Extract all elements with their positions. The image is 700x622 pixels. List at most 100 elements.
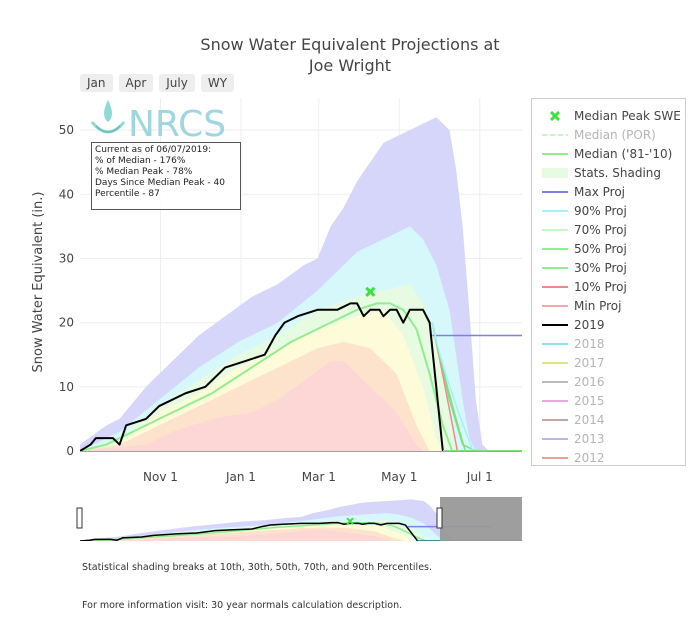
range-slider-right-handle[interactable] — [436, 507, 443, 529]
legend-item[interactable]: 2016 — [532, 373, 687, 392]
legend-swatch — [542, 168, 568, 178]
legend-swatch — [542, 248, 568, 250]
range-button-wy[interactable]: WY — [200, 74, 235, 92]
legend-swatch — [542, 267, 568, 269]
logo-text: NRCS — [128, 104, 226, 145]
legend-label: 2013 — [574, 432, 605, 446]
info-days-since-peak: Days Since Median Peak - 40 — [95, 178, 225, 188]
legend-label: 2015 — [574, 394, 605, 408]
info-current-date: Current as of 06/07/2019: — [95, 145, 212, 155]
legend-label: 2019 — [574, 318, 605, 332]
nrcs-logo: NRCS — [90, 100, 226, 145]
legend-label: Min Proj — [574, 299, 622, 313]
legend-item[interactable]: 2013 — [532, 430, 687, 449]
legend-swatch — [542, 457, 568, 459]
legend-item[interactable]: 2015 — [532, 392, 687, 411]
legend-item[interactable]: 70% Proj — [532, 221, 687, 240]
legend-swatch — [542, 343, 568, 345]
range-slider-left-handle[interactable] — [76, 507, 83, 529]
x-tick-label: Jan 1 — [225, 470, 256, 484]
legend-label: 2017 — [574, 356, 605, 370]
legend-swatch — [549, 111, 561, 121]
info-percentile: Percentile - 87 — [95, 189, 160, 199]
legend-label: 50% Proj — [574, 242, 627, 256]
info-percent-median-peak: % Median Peak - 78% — [95, 167, 193, 177]
legend-swatch — [542, 210, 568, 212]
stat-shading — [80, 117, 490, 451]
legend-label: Max Proj — [574, 185, 625, 199]
y-tick-label: 30 — [59, 251, 74, 265]
projection-strand — [431, 322, 474, 451]
legend-item[interactable]: 2019 — [532, 316, 687, 335]
footnote-shading: Statistical shading breaks at 10th, 30th… — [82, 562, 433, 573]
title-line-1: Snow Water Equivalent Projections at — [200, 35, 500, 54]
mini-min-band — [80, 529, 400, 541]
legend-label: Median ('81-'10) — [574, 147, 673, 161]
range-button-apr[interactable]: Apr — [118, 74, 154, 92]
legend-item[interactable]: 90% Proj — [532, 202, 687, 221]
legend-item[interactable]: Min Proj — [532, 297, 687, 316]
legend-swatch — [542, 305, 568, 307]
legend-label: 10% Proj — [574, 280, 627, 294]
legend-label: 2018 — [574, 337, 605, 351]
x-axis: Nov 1 Jan 1 Mar 1 May 1 Jul 1 — [143, 470, 493, 484]
median-peak-marker — [365, 286, 376, 297]
legend-label: Median Peak SWE — [574, 109, 681, 123]
y-axis-label: Snow Water Equivalent (in.) — [31, 192, 46, 373]
info-percent-median: % of Median - 176% — [95, 156, 186, 166]
legend-label: 90% Proj — [574, 204, 627, 218]
legend-item[interactable]: Median ('81-'10) — [532, 145, 687, 164]
title-line-2: Joe Wright — [308, 56, 392, 75]
legend-label: 70% Proj — [574, 223, 627, 237]
legend-item[interactable]: 2018 — [532, 335, 687, 354]
legend-label: Median (POR) — [574, 128, 656, 142]
legend-swatch — [542, 362, 568, 364]
series-lines — [80, 286, 522, 451]
legend-item[interactable]: 10% Proj — [532, 278, 687, 297]
range-slider-outside-mask — [440, 497, 522, 541]
legend-label: 2014 — [574, 413, 605, 427]
legend-swatch — [542, 438, 568, 440]
x-tick-label: Mar 1 — [302, 470, 336, 484]
legend-item[interactable]: Median Peak SWE — [532, 107, 687, 126]
mini-median-line — [80, 521, 492, 541]
y-tick-label: 20 — [59, 316, 74, 330]
legend: Median Peak SWE Median (POR) Median ('81-'… — [531, 98, 686, 466]
mini-median-peak-marker — [346, 517, 354, 525]
range-button-jan[interactable]: Jan — [80, 74, 113, 92]
legend-swatch — [542, 324, 568, 326]
legend-item[interactable]: Stats. Shading — [532, 164, 687, 183]
median-line — [80, 302, 522, 451]
x-tick-label: Nov 1 — [143, 470, 178, 484]
x-tick-label: May 1 — [381, 470, 417, 484]
legend-item[interactable]: 30% Proj — [532, 259, 687, 278]
y-axis: 0 10 20 30 40 50 — [59, 123, 74, 458]
legend-item[interactable]: 2017 — [532, 354, 687, 373]
legend-label: 2012 — [574, 451, 605, 465]
mini-current-year-line — [80, 521, 419, 541]
legend-swatch — [542, 286, 568, 288]
footnote-normals-link[interactable]: For more information visit: 30 year norm… — [82, 600, 403, 611]
legend-swatch — [542, 229, 568, 231]
x-tick-label: Jul 1 — [466, 470, 493, 484]
range-slider[interactable] — [76, 497, 522, 541]
legend-swatch — [542, 134, 568, 136]
legend-swatch — [542, 400, 568, 402]
legend-item[interactable]: 2014 — [532, 411, 687, 430]
legend-label: Stats. Shading — [574, 166, 662, 180]
legend-marker — [549, 111, 561, 121]
y-tick-label: 0 — [66, 444, 74, 458]
range-button-july[interactable]: July — [159, 74, 195, 92]
legend-swatch — [542, 191, 568, 193]
legend-fill — [542, 168, 568, 178]
range-selector: Jan Apr July WY — [80, 74, 235, 92]
legend-item[interactable]: 2012 — [532, 449, 687, 468]
y-tick-label: 40 — [59, 187, 74, 201]
current-year-line — [80, 302, 444, 451]
legend-item[interactable]: Median (POR) — [532, 126, 687, 145]
chart-title: Snow Water Equivalent Projections at Joe… — [150, 34, 550, 76]
legend-item[interactable]: Max Proj — [532, 183, 687, 202]
legend-swatch — [542, 419, 568, 421]
legend-item[interactable]: 50% Proj — [532, 240, 687, 259]
min-band — [80, 361, 424, 451]
